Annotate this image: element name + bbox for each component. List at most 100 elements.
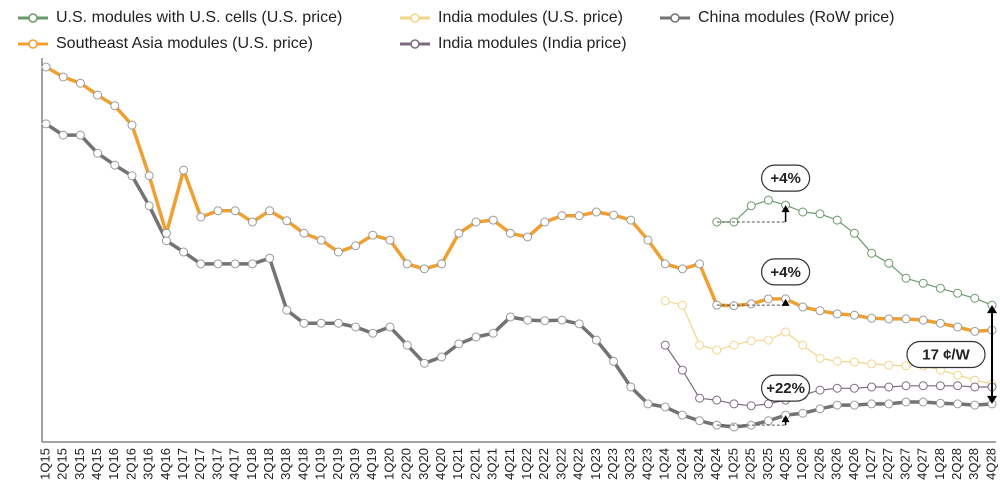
x-tick-label: 2Q20 <box>399 448 414 480</box>
data-point <box>970 382 980 392</box>
data-point <box>695 340 705 350</box>
data-point <box>557 315 567 325</box>
data-point <box>935 381 945 391</box>
annotation-box <box>906 340 986 369</box>
data-point <box>58 130 68 140</box>
series-line <box>716 199 993 306</box>
data-point <box>867 399 877 409</box>
data-point <box>970 400 980 410</box>
x-tick-label: 2Q27 <box>880 448 895 480</box>
data-point <box>196 259 206 269</box>
data-point <box>41 119 51 129</box>
data-point <box>161 236 171 246</box>
data-point <box>351 241 361 251</box>
data-point <box>729 301 739 311</box>
data-point <box>471 332 481 342</box>
data-point <box>763 195 773 205</box>
data-point <box>867 248 877 258</box>
data-point <box>282 305 292 315</box>
data-point <box>815 353 825 363</box>
data-point <box>299 228 309 238</box>
x-tick-label: 2Q25 <box>743 448 758 480</box>
x-tick-label: 4Q22 <box>571 448 586 480</box>
data-point <box>591 335 601 345</box>
data-point <box>953 381 963 391</box>
data-point <box>505 228 515 238</box>
x-tick-label: 3Q24 <box>691 448 706 480</box>
x-tick-label: 1Q24 <box>657 448 672 480</box>
legend-label: India modules (India price) <box>438 35 627 52</box>
x-tick-label: 1Q21 <box>450 448 465 480</box>
x-tick-label: 4Q21 <box>502 448 517 480</box>
data-point <box>849 310 859 320</box>
data-point <box>935 318 945 328</box>
data-point <box>144 201 154 211</box>
legend-marker <box>410 13 420 23</box>
data-point <box>41 62 51 72</box>
x-tick-label: 4Q17 <box>227 448 242 480</box>
data-point <box>368 328 378 338</box>
arrow-head <box>987 305 997 314</box>
data-point <box>884 314 894 324</box>
data-point <box>437 352 447 362</box>
data-point <box>523 315 533 325</box>
data-point <box>918 315 928 325</box>
data-point <box>935 283 945 293</box>
x-tick-label: 2Q16 <box>123 448 138 480</box>
x-tick-label: 4Q20 <box>433 448 448 480</box>
data-point <box>901 361 911 371</box>
data-point <box>953 370 963 380</box>
data-point <box>230 206 240 216</box>
x-tick-label: 2Q18 <box>261 448 276 480</box>
data-point <box>660 402 670 412</box>
annotation: 17 ¢/W <box>922 346 970 363</box>
x-tick-label: 1Q20 <box>381 448 396 480</box>
data-point <box>574 319 584 329</box>
data-point <box>763 335 773 345</box>
data-point <box>213 259 223 269</box>
x-tick-label: 1Q28 <box>932 448 947 480</box>
data-point <box>815 404 825 414</box>
data-point <box>540 316 550 326</box>
data-point <box>213 206 223 216</box>
data-point <box>110 160 120 170</box>
data-point <box>265 206 275 216</box>
data-point <box>918 381 928 391</box>
data-point <box>729 399 739 409</box>
data-point <box>832 400 842 410</box>
x-tick-label: 3Q28 <box>966 448 981 480</box>
data-point <box>316 235 326 245</box>
data-point <box>970 326 980 336</box>
x-tick-label: 1Q26 <box>794 448 809 480</box>
data-point <box>746 401 756 411</box>
data-point <box>161 228 171 238</box>
data-point <box>454 228 464 238</box>
data-point <box>505 312 515 322</box>
data-point <box>798 207 808 217</box>
data-point <box>402 259 412 269</box>
data-point <box>333 247 343 257</box>
data-point <box>643 235 653 245</box>
data-point <box>385 235 395 245</box>
x-tick-label: 2Q19 <box>330 448 345 480</box>
annotation: +22% <box>766 380 805 397</box>
data-point <box>351 322 361 332</box>
annotation: +4% <box>770 170 800 187</box>
data-point <box>815 209 825 219</box>
data-point <box>867 313 877 323</box>
x-tick-label: 2Q23 <box>605 448 620 480</box>
data-point <box>247 259 257 269</box>
legend-label: India modules (U.S. price) <box>438 9 623 26</box>
data-point <box>935 398 945 408</box>
data-point <box>695 393 705 403</box>
data-point <box>660 296 670 306</box>
x-tick-label: 1Q19 <box>313 448 328 480</box>
annotation-box <box>760 164 811 192</box>
data-point <box>488 328 498 338</box>
data-point <box>419 358 429 368</box>
data-point <box>832 356 842 366</box>
x-tick-label: 2Q17 <box>192 448 207 480</box>
data-point <box>660 259 670 269</box>
data-point <box>179 165 189 175</box>
